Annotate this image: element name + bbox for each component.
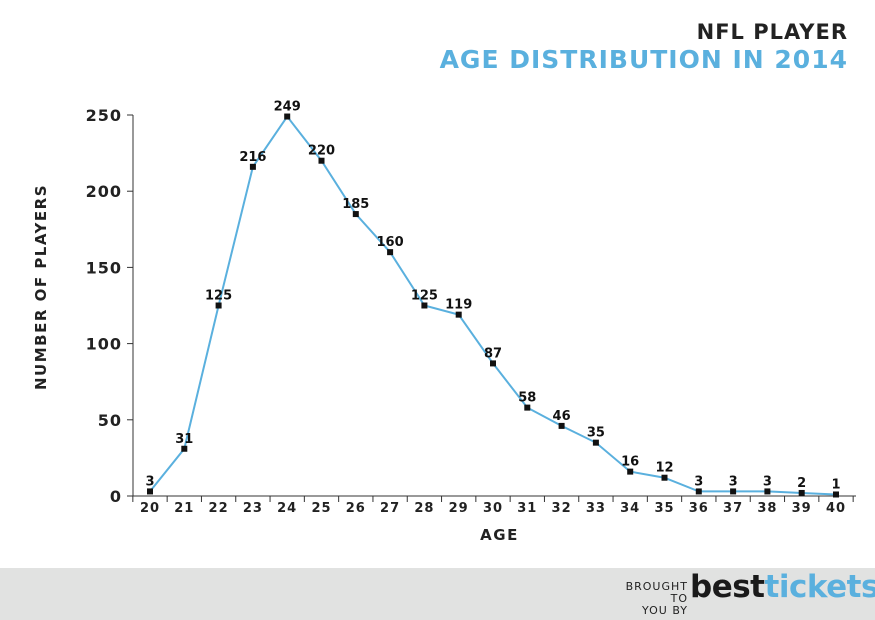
data-point xyxy=(455,311,462,318)
data-point xyxy=(558,422,565,429)
data-label: 3 xyxy=(145,474,154,489)
data-label: 31 xyxy=(175,432,193,447)
x-tick-label: 29 xyxy=(449,501,469,516)
brought-line1: BROUGHT TO xyxy=(625,580,688,605)
data-label: 249 xyxy=(274,100,301,115)
data-point xyxy=(798,489,805,496)
x-tick-label: 25 xyxy=(311,501,331,516)
data-point xyxy=(524,404,531,411)
data-label: 3 xyxy=(763,474,772,489)
y-tick-label: 0 xyxy=(110,487,122,506)
x-tick-label: 22 xyxy=(209,501,229,516)
data-label: 220 xyxy=(308,144,335,159)
data-label: 3 xyxy=(694,474,703,489)
y-tick-label: 250 xyxy=(86,106,122,125)
y-tick-label: 50 xyxy=(98,411,122,430)
x-tick-label: 31 xyxy=(517,501,537,516)
data-point xyxy=(764,488,771,495)
data-point xyxy=(181,445,188,452)
data-point xyxy=(249,163,256,170)
brought-to-you-by: BROUGHT TO YOU BY xyxy=(604,581,688,617)
data-label: 16 xyxy=(621,455,639,470)
chart-title-line2: AGE DISTRIBUTION IN 2014 xyxy=(439,45,848,74)
data-point xyxy=(421,302,428,309)
data-point xyxy=(352,211,359,218)
y-tick-label: 100 xyxy=(86,335,122,354)
data-point xyxy=(730,488,737,495)
data-point xyxy=(490,360,496,367)
footer-bar xyxy=(0,568,875,620)
chart-axes xyxy=(132,115,856,497)
y-tick-label: 200 xyxy=(86,182,122,201)
x-tick-label: 24 xyxy=(277,501,297,516)
x-tick-label: 23 xyxy=(243,501,263,516)
data-label: 2 xyxy=(797,476,806,491)
y-axis-title: NUMBER OF PLAYERS xyxy=(32,184,50,390)
data-label: 58 xyxy=(518,391,536,406)
data-point xyxy=(284,113,291,120)
x-tick-label: 20 xyxy=(140,501,160,516)
data-point xyxy=(627,468,634,475)
data-markers xyxy=(147,113,839,498)
x-tick-label: 21 xyxy=(174,501,194,516)
x-tick-label: 32 xyxy=(552,501,572,516)
data-label: 125 xyxy=(411,289,438,304)
data-point xyxy=(215,302,222,309)
x-tick-label: 37 xyxy=(723,501,743,516)
data-point xyxy=(661,474,668,481)
x-tick-label: 39 xyxy=(792,501,812,516)
data-label: 87 xyxy=(484,346,502,361)
x-axis-title: AGE xyxy=(480,526,519,544)
besttickets-logo[interactable]: besttickets xyxy=(690,569,875,605)
brought-line2: YOU BY xyxy=(642,604,688,617)
y-axis-ticks: 0 50 100 150 200 250 xyxy=(86,106,133,506)
data-label: 1 xyxy=(831,477,840,492)
data-point xyxy=(318,157,325,164)
x-tick-label: 33 xyxy=(586,501,606,516)
data-label: 119 xyxy=(445,298,472,313)
data-point xyxy=(695,488,702,495)
data-point xyxy=(833,491,839,498)
data-label: 185 xyxy=(342,197,369,212)
x-tick-label: 30 xyxy=(483,501,503,516)
data-point xyxy=(147,488,153,495)
data-label: 46 xyxy=(553,409,571,424)
series-line xyxy=(149,114,837,496)
x-tick-label: 27 xyxy=(380,501,400,516)
brand-part1: best xyxy=(690,569,765,605)
data-label: 125 xyxy=(205,289,232,304)
data-label: 216 xyxy=(239,150,266,165)
data-point xyxy=(387,249,394,256)
data-label: 35 xyxy=(587,426,605,441)
brand-part2: tickets xyxy=(764,569,875,605)
data-label: 160 xyxy=(377,235,404,250)
x-axis-ticks: 20 21 22 23 24 25 26 27 28 29 30 31 32 33 34 35 36 37 38 39… xyxy=(132,496,854,516)
data-label: 12 xyxy=(655,461,673,476)
x-tick-label: 38 xyxy=(757,501,777,516)
x-tick-label: 34 xyxy=(620,501,640,516)
chart-title-line1: NFL PLAYER xyxy=(696,20,848,44)
x-tick-label: 40 xyxy=(826,501,846,516)
data-point xyxy=(592,439,599,446)
x-tick-label: 36 xyxy=(689,501,709,516)
y-tick-label: 150 xyxy=(86,258,122,277)
data-label: 3 xyxy=(729,474,738,489)
x-tick-label: 35 xyxy=(654,501,674,516)
x-tick-label: 26 xyxy=(346,501,366,516)
x-tick-label: 28 xyxy=(414,501,434,516)
